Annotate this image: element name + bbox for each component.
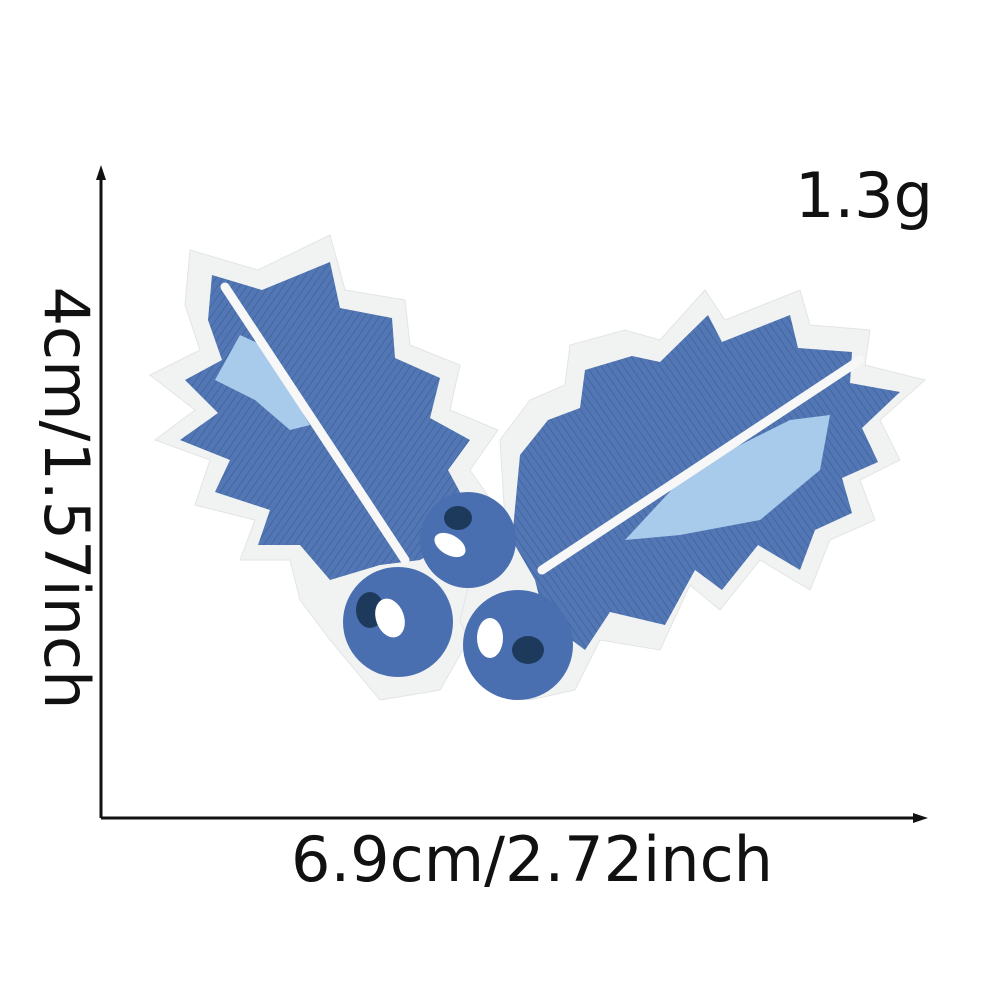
horizontal-axis-arrow (913, 813, 928, 823)
berry-left (343, 567, 453, 677)
berry-right (463, 590, 573, 700)
right-leaf-vein (537, 355, 865, 575)
holly-patch (149, 234, 927, 701)
left-leaf-vein (220, 282, 410, 565)
right-leaf-highlight (625, 415, 830, 540)
dimension-axes (96, 165, 928, 823)
weight-label: 1.3g (795, 159, 933, 232)
width-dimension-label: 6.9cm/2.72inch (291, 823, 773, 896)
vertical-axis-arrow (96, 165, 106, 180)
berry-top (420, 492, 516, 588)
height-dimension-label: 4cm/1.57inch (30, 286, 103, 710)
left-leaf-highlight (215, 335, 310, 430)
